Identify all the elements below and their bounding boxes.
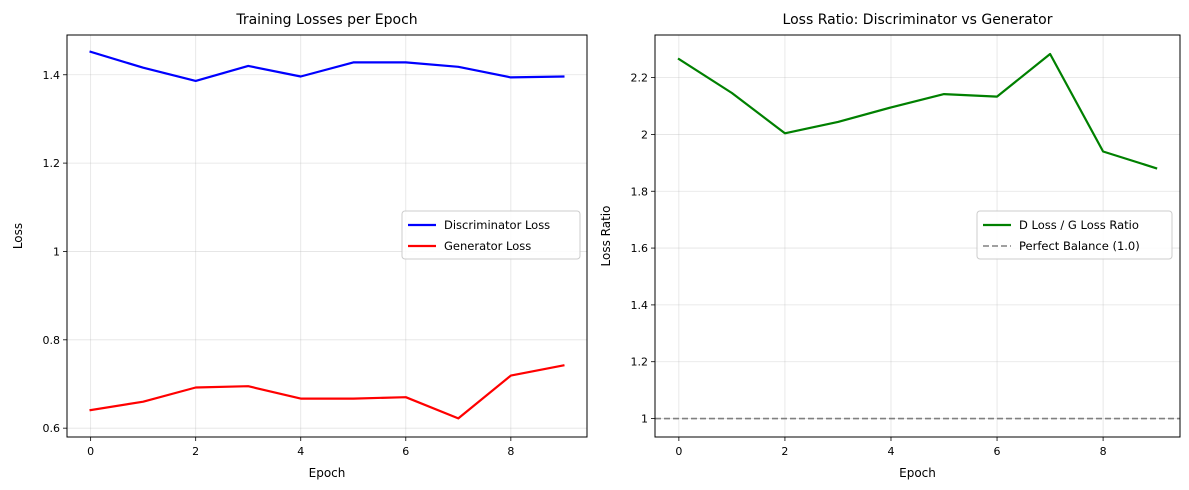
chart-title: Training Losses per Epoch (235, 12, 417, 28)
y-tick-label: 1.6 (631, 242, 649, 255)
y-tick-label: 1.2 (43, 157, 61, 170)
y-tick-label: 0.6 (43, 422, 61, 435)
chart-loss-ratio: 0 2 4 6 8 1 1.2 1.4 1.6 1.8 2 2.2 Loss Ratio: Discri… (599, 12, 1181, 480)
axes-frame (654, 34, 1181, 438)
x-tick-label: 4 (297, 445, 304, 458)
x-tick-label: 8 (1100, 445, 1107, 458)
legend-entry-label: Generator Loss (444, 239, 531, 253)
x-tick-label: 4 (887, 445, 894, 458)
y-axis-label: Loss (11, 223, 25, 249)
legend-entry-label: Discriminator Loss (444, 218, 550, 232)
legend-entry-label: D Loss / G Loss Ratio (1019, 218, 1139, 232)
legend-entry-label: Perfect Balance (1.0) (1019, 239, 1140, 253)
y-tick-label: 2.2 (631, 72, 649, 85)
y-tick-label: 0.8 (43, 334, 61, 347)
y-tick-label: 1.4 (631, 299, 649, 312)
y-axis-label: Loss Ratio (599, 206, 613, 267)
x-axis-label: Epoch (309, 466, 346, 480)
x-tick-label: 2 (781, 445, 788, 458)
y-tick-label: 1.8 (631, 185, 649, 198)
y-tick-label: 1.2 (631, 356, 649, 369)
x-tick-label: 2 (192, 445, 199, 458)
series-line (677, 52, 1158, 170)
axes-frame (66, 34, 588, 438)
legend-box (976, 210, 1173, 260)
legend-box (401, 210, 581, 260)
x-axis-label: Epoch (899, 466, 936, 480)
series-line (89, 364, 565, 420)
x-tick-label: 0 (87, 445, 94, 458)
chart-title: Loss Ratio: Discriminator vs Generator (783, 12, 1053, 28)
x-tick-label: 6 (402, 445, 409, 458)
series-line (89, 50, 565, 83)
chart-training-losses: 0 2 4 6 8 0.6 0.8 1 1.2 1.4 Training Losses per Ep… (11, 12, 588, 480)
y-tick-label: 1.4 (43, 69, 61, 82)
x-tick-label: 8 (507, 445, 514, 458)
x-tick-label: 0 (675, 445, 682, 458)
x-tick-label: 6 (994, 445, 1001, 458)
y-tick-label: 1 (641, 413, 648, 426)
y-tick-label: 2 (641, 128, 648, 141)
y-tick-label: 1 (53, 245, 60, 258)
